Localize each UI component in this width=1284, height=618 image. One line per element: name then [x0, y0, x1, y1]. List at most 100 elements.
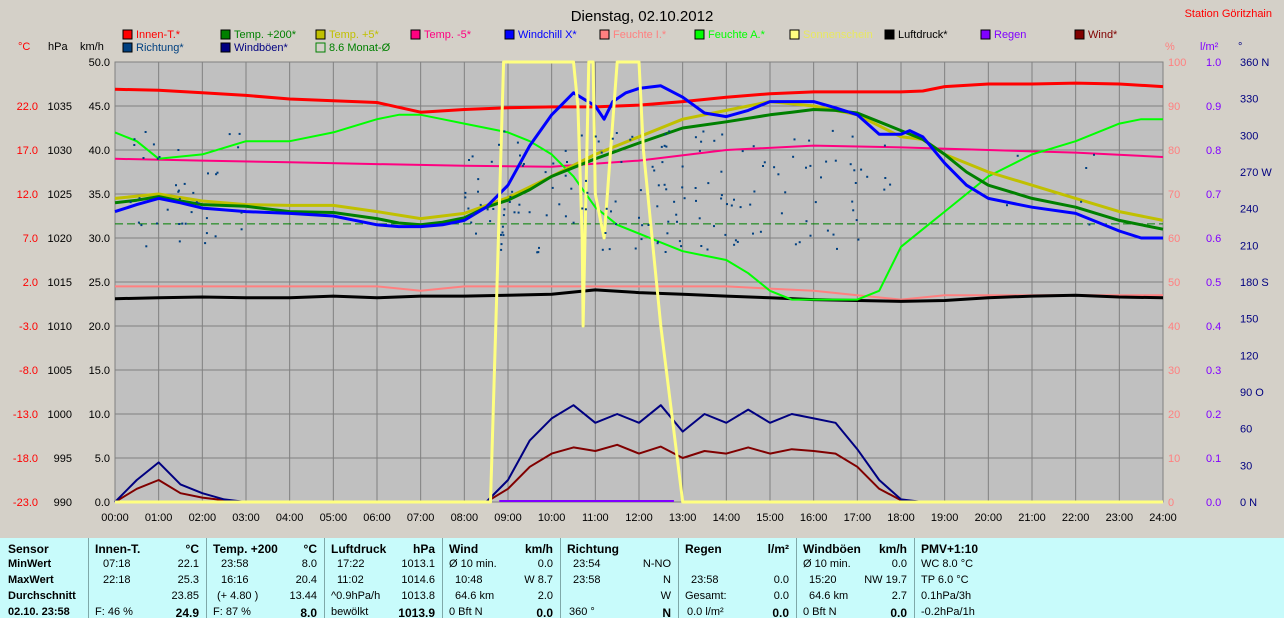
- y-tick-label: -8.0: [19, 365, 38, 377]
- legend-swatch: [220, 29, 231, 40]
- y-tick-label: 30: [1168, 365, 1180, 377]
- richtung-point: [695, 199, 697, 202]
- y-tick-label: 100: [1168, 57, 1186, 69]
- richtung-point: [883, 144, 886, 147]
- col-header: Richtung: [567, 542, 619, 556]
- col-pmv: PMV+1:10 WC 8.0 °C TP 6.0 °C 0.1hPa/3h -…: [914, 538, 1284, 618]
- richtung-point: [601, 248, 604, 251]
- legend-label: Feuchte A.*: [708, 29, 766, 41]
- cell: bewölkt: [331, 606, 369, 618]
- y-tick-label: 120: [1240, 350, 1258, 362]
- richtung-point: [178, 240, 181, 243]
- unit-temp: °C: [18, 41, 30, 53]
- richtung-point: [647, 224, 650, 226]
- cell: Ø 10 min.: [803, 558, 851, 570]
- y-tick-label: 40: [1168, 321, 1180, 333]
- series-temp-200: [114, 108, 1164, 231]
- richtung-point: [720, 170, 723, 173]
- legend-label: 8.6 Monat-Ø: [329, 42, 391, 54]
- y-tick-label: 150: [1240, 314, 1258, 326]
- x-tick-label: 06:00: [363, 512, 391, 524]
- series-feuchte-a: [114, 113, 1163, 301]
- richtung-point: [854, 182, 857, 184]
- richtung-point: [784, 191, 787, 194]
- richtung-point: [678, 240, 681, 243]
- col-richtung: Richtung 23:54 N-NO 23:58 N W 360 ° N: [560, 538, 679, 618]
- richtung-point: [676, 220, 678, 223]
- x-tick-label: 18:00: [887, 512, 915, 524]
- richtung-point: [665, 188, 668, 191]
- x-tick-label: 16:00: [800, 512, 828, 524]
- x-tick-label: 19:00: [931, 512, 959, 524]
- richtung-point: [477, 178, 480, 181]
- y-tick-label: 1015: [48, 277, 72, 289]
- legend-swatch: [315, 29, 326, 40]
- richtung-point: [640, 238, 643, 241]
- richtung-point: [468, 159, 470, 161]
- richtung-point: [538, 246, 540, 249]
- cell: N: [662, 606, 671, 618]
- richtung-point: [777, 173, 780, 176]
- richtung-point: [501, 225, 504, 228]
- richtung-point: [634, 247, 637, 250]
- richtung-point: [207, 172, 209, 175]
- x-tick-label: 17:00: [844, 512, 872, 524]
- richtung-point: [511, 190, 514, 193]
- richtung-point: [551, 186, 554, 189]
- x-tick-label: 04:00: [276, 512, 304, 524]
- richtung-point: [519, 154, 521, 157]
- richtung-point: [720, 194, 723, 197]
- y-tick-label: 360 N: [1240, 57, 1269, 69]
- richtung-point: [177, 190, 180, 193]
- series-luftdruck: [114, 288, 1164, 303]
- richtung-point: [615, 132, 618, 134]
- richtung-point: [197, 202, 200, 205]
- y-tick-label: 1000: [48, 409, 72, 421]
- richtung-point: [675, 213, 678, 216]
- y-tick-label: 1010: [48, 321, 72, 333]
- cell: 23:58: [691, 574, 719, 586]
- richtung-point: [464, 191, 467, 194]
- richtung-point: [752, 232, 754, 235]
- richtung-point: [700, 245, 703, 247]
- legend-label: Temp. -5*: [424, 29, 472, 41]
- richtung-point: [702, 130, 705, 133]
- y-tick-label: 70: [1168, 189, 1180, 201]
- cell: Ø 10 min.: [449, 558, 497, 570]
- cell: 11:02: [337, 574, 364, 586]
- y-tick-label: -23.0: [13, 497, 38, 509]
- legend-label: Temp. +200*: [234, 29, 297, 41]
- unit-hpa: hPa: [48, 41, 68, 53]
- richtung-point: [498, 143, 500, 146]
- x-tick-label: 05:00: [320, 512, 348, 524]
- richtung-point: [721, 133, 724, 136]
- x-tick-label: 00:00: [101, 512, 129, 524]
- col-unit: km/h: [524, 542, 553, 556]
- richtung-point: [518, 203, 521, 206]
- summary-table: Sensor MinWert MaxWert Durchschnitt 02.1…: [0, 538, 1284, 618]
- richtung-point: [133, 144, 136, 146]
- y-tick-label: -13.0: [13, 409, 38, 421]
- richtung-point: [665, 145, 668, 148]
- richtung-point: [597, 140, 600, 143]
- richtung-point: [536, 251, 539, 254]
- cell: 0.1hPa/3h: [921, 590, 972, 602]
- richtung-point: [664, 133, 667, 136]
- y-tick-label: 17.0: [17, 145, 38, 157]
- richtung-point: [664, 251, 667, 253]
- richtung-point: [522, 163, 525, 165]
- richtung-point: [564, 174, 567, 177]
- richtung-point: [228, 133, 231, 136]
- richtung-point: [762, 165, 764, 167]
- richtung-point: [144, 131, 147, 133]
- richtung-point: [237, 146, 240, 149]
- x-tick-label: 01:00: [145, 512, 173, 524]
- richtung-point: [763, 161, 766, 164]
- cell: 23:58: [573, 574, 601, 586]
- y-tick-label: 0.0: [1206, 497, 1221, 509]
- richtung-point: [753, 190, 756, 193]
- y-tick-label: 45.0: [89, 101, 110, 113]
- richtung-point: [503, 208, 506, 211]
- richtung-point: [464, 196, 467, 199]
- y-tick-label: 0.2: [1206, 409, 1221, 421]
